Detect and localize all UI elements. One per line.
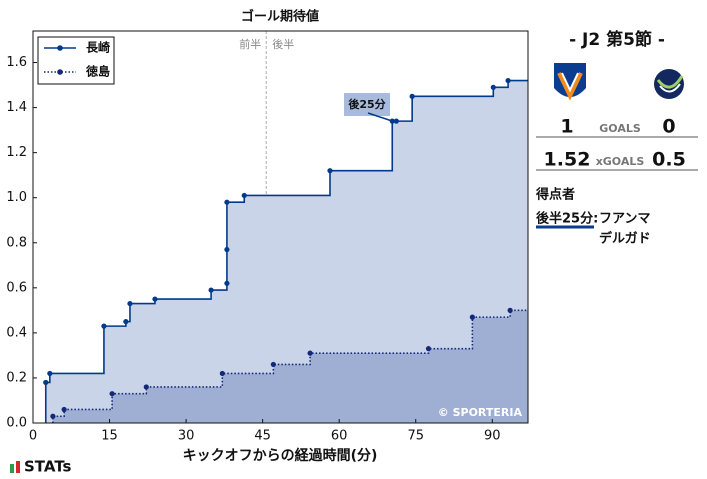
point bbox=[507, 307, 513, 313]
y-tick-label: 0.2 bbox=[6, 370, 27, 385]
annotation-pointer bbox=[367, 112, 393, 122]
x-tick-label: 0 bbox=[29, 429, 37, 444]
xg-label: xGOALS bbox=[596, 155, 645, 168]
x-tick-label: 60 bbox=[331, 429, 348, 444]
point bbox=[61, 406, 67, 413]
round: - J2 第5節 - bbox=[569, 29, 665, 50]
point bbox=[101, 323, 107, 329]
half-label: 前半 bbox=[239, 37, 261, 51]
point bbox=[224, 199, 230, 205]
brand: STATs bbox=[24, 458, 72, 476]
y-tick-label: 0.4 bbox=[6, 325, 27, 340]
point bbox=[208, 287, 214, 293]
y-tick-label: 1.0 bbox=[6, 190, 27, 205]
point bbox=[143, 384, 149, 390]
home-logo bbox=[554, 63, 586, 101]
point bbox=[224, 280, 230, 286]
legend-dot bbox=[57, 69, 63, 75]
point bbox=[43, 379, 49, 386]
away-xg: 0.5 bbox=[652, 149, 686, 171]
legend-box bbox=[37, 36, 115, 85]
scorers-title: 得点者 bbox=[535, 187, 575, 203]
line bbox=[44, 79, 528, 423]
line bbox=[52, 309, 528, 423]
home-goals: 1 bbox=[560, 116, 573, 138]
point bbox=[50, 413, 56, 419]
x-tick-label: 75 bbox=[407, 429, 424, 444]
x-tick-label: 90 bbox=[484, 429, 501, 444]
point bbox=[409, 93, 415, 99]
point bbox=[327, 168, 333, 174]
point bbox=[123, 319, 129, 325]
plot-layer: 前半 後半 0.0 0.2 0.4 0.6 0.8 1.0 1.2 1.4 1.6 0 15 30 45 60… bbox=[6, 30, 529, 444]
point bbox=[270, 361, 276, 368]
y-tick-label: 1.2 bbox=[6, 145, 27, 160]
x-tick-label: 15 bbox=[101, 429, 118, 444]
point bbox=[109, 391, 115, 397]
chart-title: ゴール期待値 bbox=[241, 9, 319, 25]
home-xg: 1.52 bbox=[544, 149, 591, 171]
y-tick-label: 0.0 bbox=[6, 416, 27, 431]
away-logo bbox=[654, 69, 684, 99]
area bbox=[45, 80, 529, 423]
point bbox=[152, 296, 158, 302]
x-axis-label: キックオフからの経過時間(分) bbox=[183, 447, 378, 464]
point bbox=[47, 370, 53, 377]
y-tick-label: 1.4 bbox=[6, 100, 27, 115]
goals-label: GOALS bbox=[599, 122, 641, 135]
point bbox=[469, 314, 475, 320]
scorer-name: デルガド bbox=[599, 231, 651, 247]
point bbox=[393, 118, 399, 124]
plot-frame bbox=[32, 30, 529, 424]
half-label: 後半 bbox=[272, 37, 294, 51]
away-goals: 0 bbox=[662, 116, 675, 138]
point bbox=[219, 370, 225, 377]
legend-dot bbox=[57, 45, 63, 51]
point bbox=[505, 77, 511, 84]
point bbox=[307, 350, 313, 356]
x-tick-label: 45 bbox=[254, 429, 271, 444]
brand-logo bbox=[10, 461, 20, 473]
point bbox=[389, 118, 395, 124]
y-tick-label: 0.6 bbox=[6, 280, 27, 295]
x-tick-label: 30 bbox=[178, 429, 195, 444]
y-tick-label: 1.6 bbox=[6, 55, 27, 70]
legend-label: 長崎 bbox=[86, 40, 110, 55]
point bbox=[425, 346, 432, 352]
annotation: 後25分 bbox=[348, 97, 385, 111]
area bbox=[52, 310, 528, 423]
watermark: © SPORTERIA bbox=[438, 406, 523, 419]
scorer-name: フアンマ bbox=[599, 212, 650, 227]
point bbox=[490, 84, 496, 90]
point bbox=[127, 300, 133, 307]
scorer-time: 後半25分: bbox=[536, 211, 598, 227]
y-tick-label: 0.8 bbox=[6, 235, 27, 250]
annotation-box bbox=[344, 93, 390, 116]
point bbox=[224, 246, 230, 253]
legend-label: 徳島 bbox=[85, 64, 110, 79]
point bbox=[241, 192, 247, 199]
